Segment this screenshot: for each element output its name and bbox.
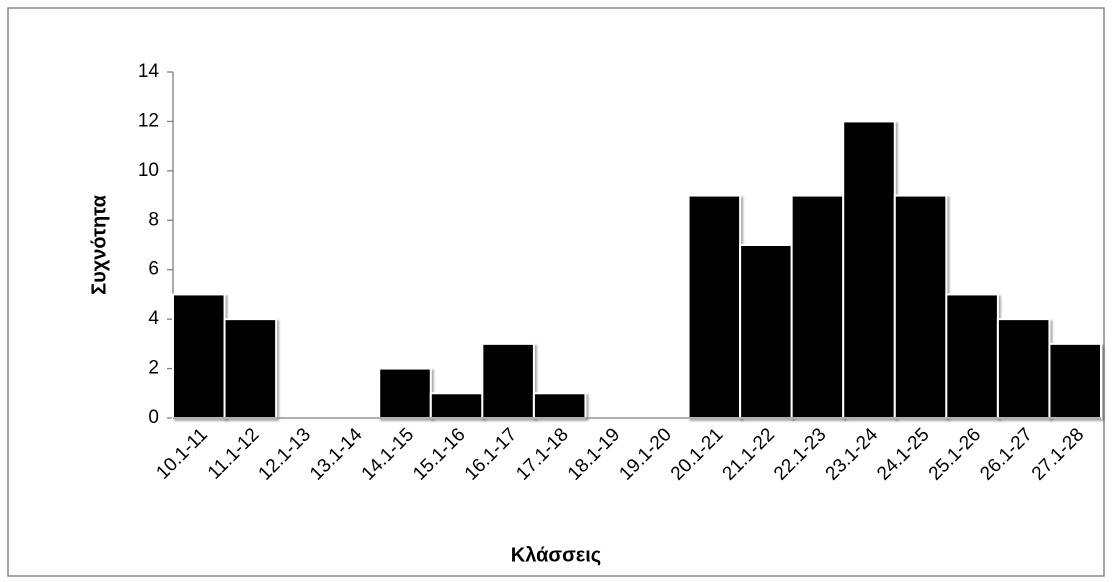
x-axis-label: Κλάσσεις bbox=[511, 544, 601, 566]
y-tick-label: 2 bbox=[148, 358, 159, 379]
bar bbox=[532, 392, 587, 419]
bar bbox=[481, 342, 535, 420]
y-tick-label: 14 bbox=[138, 61, 160, 82]
bar bbox=[378, 367, 432, 420]
y-tick-label: 12 bbox=[138, 110, 159, 131]
bar bbox=[842, 120, 896, 420]
bar bbox=[172, 293, 226, 419]
bar bbox=[790, 194, 845, 419]
bar bbox=[893, 194, 948, 419]
bar bbox=[739, 244, 793, 419]
y-tick-label: 6 bbox=[148, 259, 159, 280]
y-axis-label: Συχνότητα bbox=[88, 194, 110, 294]
bar bbox=[223, 318, 278, 419]
bar bbox=[429, 392, 484, 419]
bar bbox=[996, 318, 1051, 419]
y-tick-label: 0 bbox=[148, 407, 159, 428]
y-tick-label: 4 bbox=[148, 308, 159, 329]
bar bbox=[687, 194, 742, 419]
bar bbox=[1048, 342, 1103, 420]
y-tick-label: 10 bbox=[138, 160, 159, 181]
y-tick-label: 8 bbox=[148, 209, 159, 230]
bar bbox=[945, 293, 999, 419]
